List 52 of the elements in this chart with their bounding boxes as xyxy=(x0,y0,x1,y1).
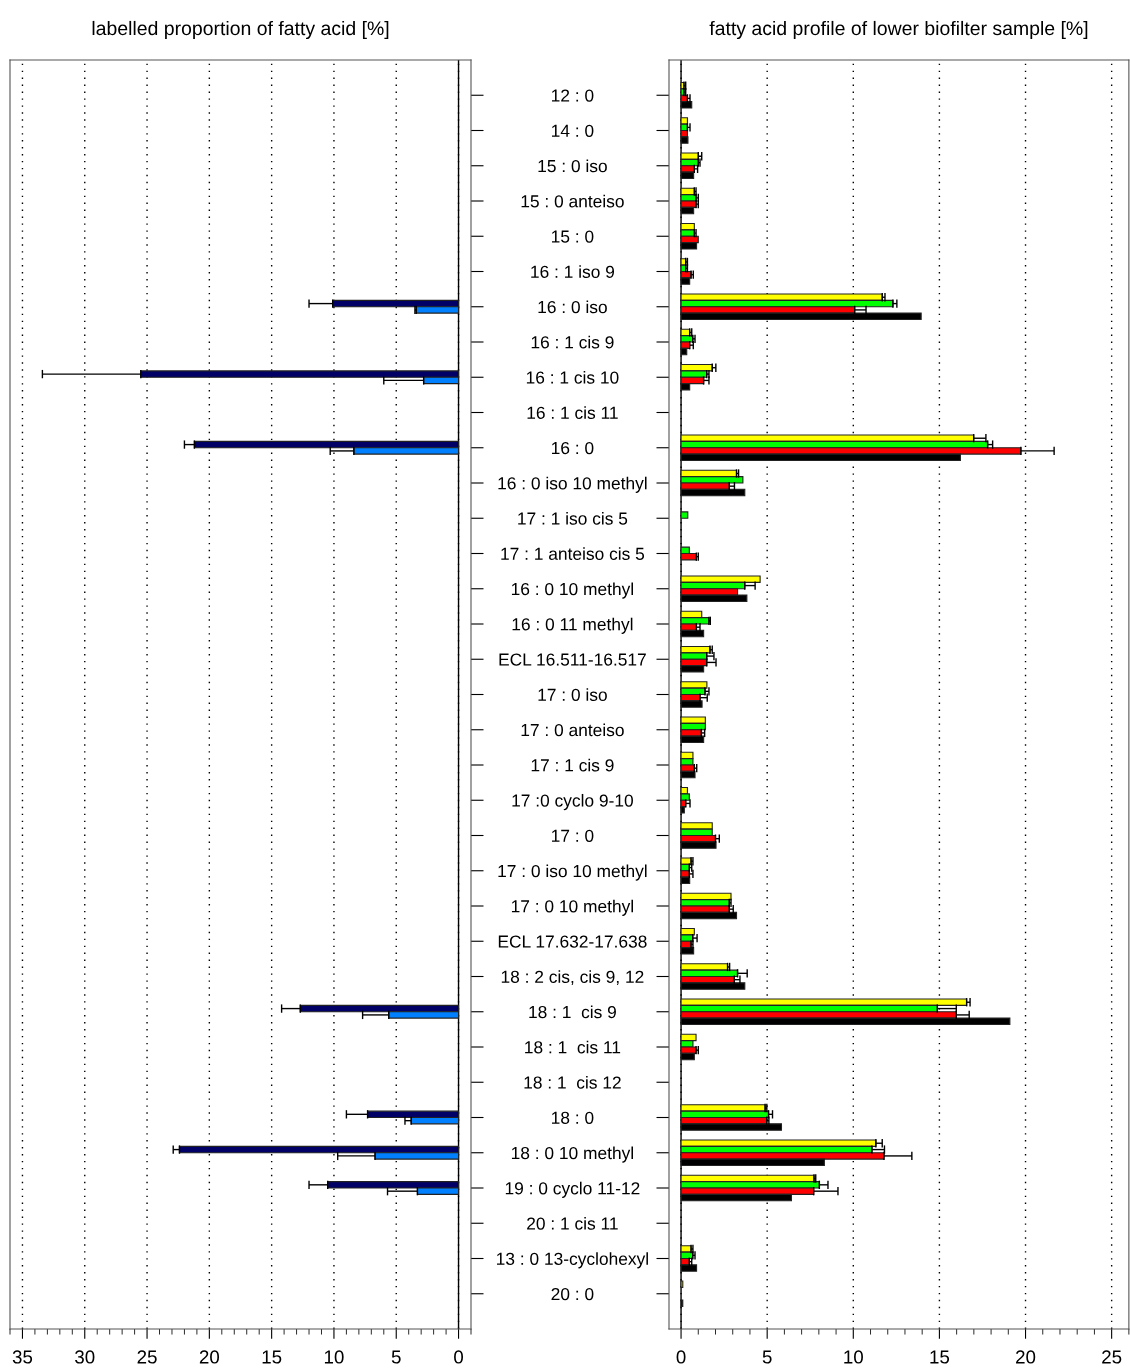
x-tick-label: 15 xyxy=(930,1350,950,1364)
y-tick-label: 16 : 0 iso 10 methyl xyxy=(498,476,647,493)
x-tick-label: 5 xyxy=(391,1350,401,1364)
chart-title: labelled proportion of fatty acid [%] xyxy=(92,20,389,40)
y-tick-label: 17 : 0 iso xyxy=(538,688,607,701)
y-tick-label: ECL 16.511-16.517 xyxy=(499,653,646,666)
y-tick-label: 18 : 1 cis 11 xyxy=(525,1040,621,1054)
y-tick-label: 16 : 0 xyxy=(552,441,594,455)
y-tick-label: 18 : 1 cis 12 xyxy=(524,1075,621,1089)
y-tick-label: 12 : 0 xyxy=(552,89,594,102)
bar xyxy=(680,511,689,519)
y-tick-label: 16 : 0 iso xyxy=(538,300,607,314)
y-tick-label: 16 : 1 iso 9 xyxy=(531,265,615,278)
x-tick-label: 15 xyxy=(262,1350,282,1364)
y-tick-label: 16 : 1 cis 9 xyxy=(531,335,614,349)
y-tick-label: 20 : 0 xyxy=(551,1287,594,1301)
x-tick-label: 30 xyxy=(75,1350,95,1364)
x-tick-label: 10 xyxy=(844,1350,863,1364)
x-tick-label: 20 xyxy=(1016,1350,1036,1364)
y-tick-label: 18 : 0 xyxy=(552,1111,594,1124)
x-tick-label: 25 xyxy=(1102,1350,1122,1364)
y-tick-label: 20 : 1 cis 11 xyxy=(527,1216,618,1230)
y-tick-label: 16 : 0 11 methyl xyxy=(512,617,633,634)
y-tick-label: 18 : 2 cis, cis 9, 12 xyxy=(501,970,644,986)
x-tick-label: 0 xyxy=(454,1350,464,1364)
y-tick-label: 13 : 0 13-cyclohexyl xyxy=(497,1252,648,1269)
y-tick-label: 18 : 1 cis 9 xyxy=(529,1005,616,1019)
y-tick-label: 17 : 1 cis 9 xyxy=(531,758,614,772)
x-tick-label: 35 xyxy=(12,1350,33,1364)
y-tick-label: 18 : 0 10 methyl xyxy=(511,1146,633,1163)
y-tick-label: 17 : 1 anteiso cis 5 xyxy=(501,547,645,560)
x-tick-label: 0 xyxy=(676,1350,686,1364)
y-tick-label: 17 : 0 iso 10 methyl xyxy=(498,864,647,881)
y-tick-label: 16 : 0 10 methyl xyxy=(511,582,633,599)
y-tick-label: 16 : 1 cis 11 xyxy=(527,406,618,419)
x-tick-label: 5 xyxy=(762,1350,772,1364)
y-tick-label: 19 : 0 cyclo 11-12 xyxy=(505,1181,640,1198)
y-tick-label: 17 : 0 10 methyl xyxy=(511,899,633,916)
x-tick-label: 10 xyxy=(324,1350,344,1364)
y-tick-label: 17 : 0 xyxy=(552,829,594,842)
y-tick-label: 15 : 0 anteiso xyxy=(521,194,624,208)
y-tick-label: 16 : 1 cis 10 xyxy=(526,370,619,384)
y-tick-label: 15 : 0 xyxy=(552,230,594,243)
y-tick-label: 17 : 1 iso cis 5 xyxy=(518,511,628,525)
y-tick-label: ECL 17.632-17.638 xyxy=(498,935,647,948)
y-tick-label: 15 : 0 iso xyxy=(538,159,607,173)
chart-title: fatty acid profile of lower biofilter sample [%] xyxy=(709,20,1088,40)
x-tick-label: 25 xyxy=(137,1350,157,1364)
y-tick-label: 17 : 0 anteiso xyxy=(521,723,624,737)
y-tick-label: 14 : 0 xyxy=(552,124,594,137)
x-tick-label: 20 xyxy=(199,1350,220,1364)
y-tick-label: 17 :0 cyclo 9-10 xyxy=(512,793,633,811)
